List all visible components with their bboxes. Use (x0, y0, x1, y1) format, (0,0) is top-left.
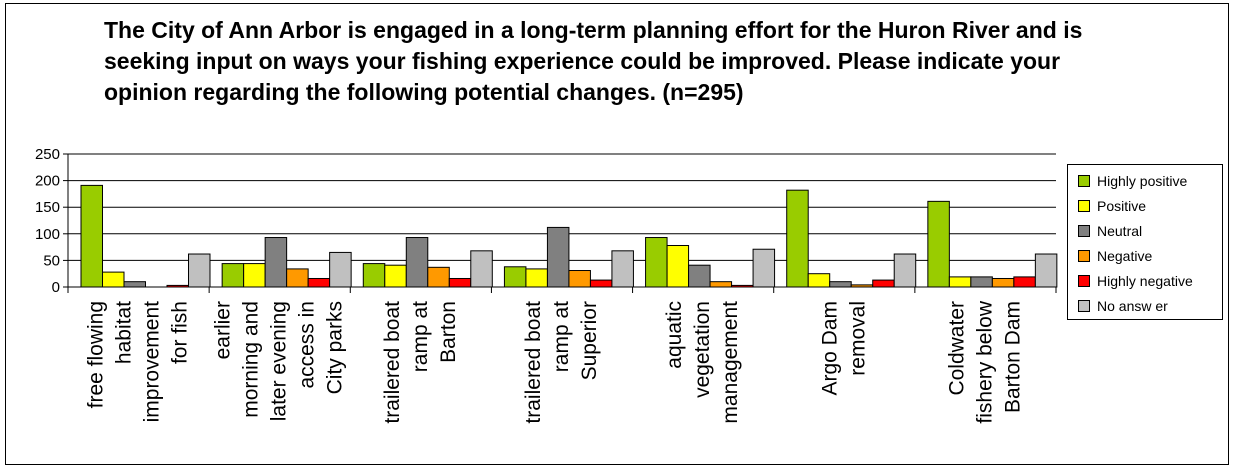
x-tick-label: trailered boat (522, 301, 545, 424)
bar (1034, 253, 1058, 288)
bar (525, 268, 548, 288)
y-tick-label: 150 (35, 199, 60, 216)
bar (752, 248, 776, 288)
legend-item: Neutral (1078, 223, 1142, 239)
x-tick-label: Coldwater (945, 301, 968, 396)
legend-swatch (1078, 275, 1090, 287)
x-tick-label: Argo Dam (818, 301, 841, 396)
bar (307, 277, 331, 288)
x-tick-label: ramp at (409, 301, 432, 372)
legend-item: Highly positive (1078, 173, 1187, 189)
bar (243, 263, 266, 288)
bar (666, 245, 690, 288)
y-tick-label: 0 (52, 279, 60, 296)
bar (188, 253, 211, 288)
x-tick-label: management (719, 301, 742, 424)
legend-item: Highly negative (1078, 273, 1193, 289)
y-tick-label: 50 (43, 252, 60, 269)
bar (123, 281, 146, 288)
x-tick-label: aquatic (663, 301, 686, 369)
x-tick-label: Barton (437, 301, 460, 363)
legend-label: No answ er (1097, 298, 1168, 314)
bar (546, 226, 570, 288)
legend-swatch (1078, 300, 1090, 312)
y-tick-label: 200 (35, 173, 60, 190)
y-tick-label: 100 (35, 226, 60, 243)
bar (589, 279, 613, 288)
legend-label: Highly positive (1097, 173, 1188, 189)
bar (829, 281, 852, 288)
bar (611, 250, 634, 288)
x-tick-label: Superior (578, 301, 601, 380)
bar (1013, 276, 1036, 288)
bar (927, 200, 950, 288)
chart-title: The City of Ann Arbor is engaged in a lo… (104, 17, 1083, 105)
bar (286, 268, 309, 288)
x-tick-label: fishery below (973, 300, 996, 423)
x-tick-label: access in (296, 301, 319, 389)
legend-label: Highly negative (1097, 273, 1193, 289)
bar (709, 281, 733, 288)
bar (503, 266, 527, 288)
bar (384, 264, 407, 288)
x-tick-label: vegetation (691, 301, 714, 398)
legend-swatch (1078, 200, 1090, 212)
x-tick-label: City parks (324, 301, 347, 394)
x-tick-label: earlier (212, 301, 235, 359)
bar (568, 270, 591, 288)
bar (893, 253, 917, 288)
bar (807, 273, 831, 288)
bar (329, 251, 352, 288)
bar (80, 184, 103, 288)
legend-item: No answ er (1078, 298, 1168, 314)
legend-item: Negative (1078, 248, 1152, 264)
bar (362, 263, 386, 288)
legend-label: Positive (1097, 198, 1147, 214)
legend-swatch (1078, 175, 1090, 187)
bar (427, 266, 450, 288)
bar (872, 279, 895, 288)
bar (405, 237, 429, 288)
bar (970, 276, 993, 288)
bar (102, 271, 125, 288)
y-tick-label: 250 (35, 146, 60, 163)
legend-item: Positive (1078, 198, 1146, 214)
x-tick-label: morning and (240, 301, 263, 418)
bar (645, 237, 668, 288)
legend-label: Negative (1097, 248, 1153, 264)
bar (448, 277, 472, 288)
bar (221, 263, 245, 288)
x-tick-label: habitat (113, 301, 136, 364)
x-tick-label: for fish (169, 301, 192, 364)
legend-swatch (1078, 225, 1090, 237)
legend-label: Neutral (1097, 223, 1143, 239)
legend: Highly positive Positive Neutral Negative Hi… (1067, 164, 1223, 320)
x-tick-label: free flowing (85, 301, 108, 408)
bar (991, 277, 1015, 288)
bar (786, 189, 809, 288)
bar (264, 237, 288, 288)
x-tick-label: Barton Dam (1001, 301, 1024, 413)
x-tick-label: later evening (268, 301, 291, 421)
x-tick-label: removal (846, 301, 869, 376)
x-tick-label: improvement (141, 301, 164, 423)
legend-swatch (1078, 250, 1090, 262)
bar (688, 264, 711, 288)
bar (948, 276, 972, 288)
x-tick-label: trailered boat (381, 301, 404, 424)
bar (470, 250, 493, 288)
x-tick-label: ramp at (550, 301, 573, 372)
